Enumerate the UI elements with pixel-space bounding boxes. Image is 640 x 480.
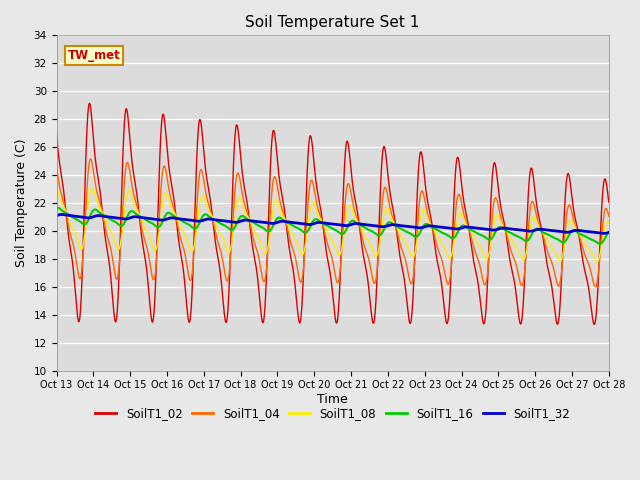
Legend: SoilT1_02, SoilT1_04, SoilT1_08, SoilT1_16, SoilT1_32: SoilT1_02, SoilT1_04, SoilT1_08, SoilT1_… [90, 403, 575, 425]
Text: TW_met: TW_met [68, 49, 120, 62]
Y-axis label: Soil Temperature (C): Soil Temperature (C) [15, 139, 28, 267]
Title: Soil Temperature Set 1: Soil Temperature Set 1 [246, 15, 420, 30]
X-axis label: Time: Time [317, 393, 348, 406]
